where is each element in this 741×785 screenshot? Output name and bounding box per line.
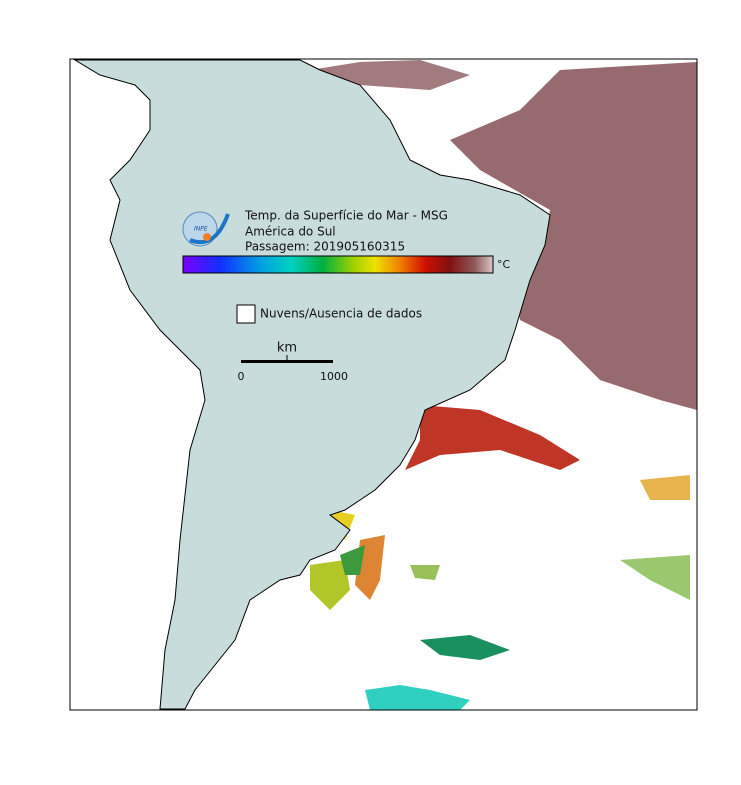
logo-sun	[203, 233, 211, 241]
scale-end: 1000	[320, 370, 348, 383]
map-area	[73, 59, 697, 710]
no-data-swatch	[236, 304, 256, 324]
legend-region: América do Sul	[245, 225, 336, 239]
sst-hot	[405, 405, 580, 470]
colorbar	[182, 255, 494, 274]
sst-warm	[310, 60, 470, 90]
sst-warm	[450, 62, 697, 410]
sst-green	[310, 560, 350, 610]
scale-start: 0	[238, 370, 245, 383]
legend-pass: Passagem: 201905160315	[245, 240, 405, 254]
logo-arrow	[189, 213, 230, 245]
sst-cyan	[365, 685, 470, 710]
no-data-label: Nuvens/Ausencia de dados	[260, 307, 422, 321]
sst-green	[410, 565, 440, 580]
sst-darkgreen	[420, 635, 510, 660]
logo-text: INPE	[194, 226, 208, 233]
colorbar-unit: °C	[497, 258, 511, 271]
sst-green	[340, 545, 365, 575]
frame	[69, 58, 698, 711]
scale-unit: km	[277, 341, 297, 356]
legend-title: Temp. da Superfície do Mar - MSG	[244, 209, 448, 223]
sst-orange	[640, 475, 690, 500]
sst-green	[620, 555, 690, 600]
